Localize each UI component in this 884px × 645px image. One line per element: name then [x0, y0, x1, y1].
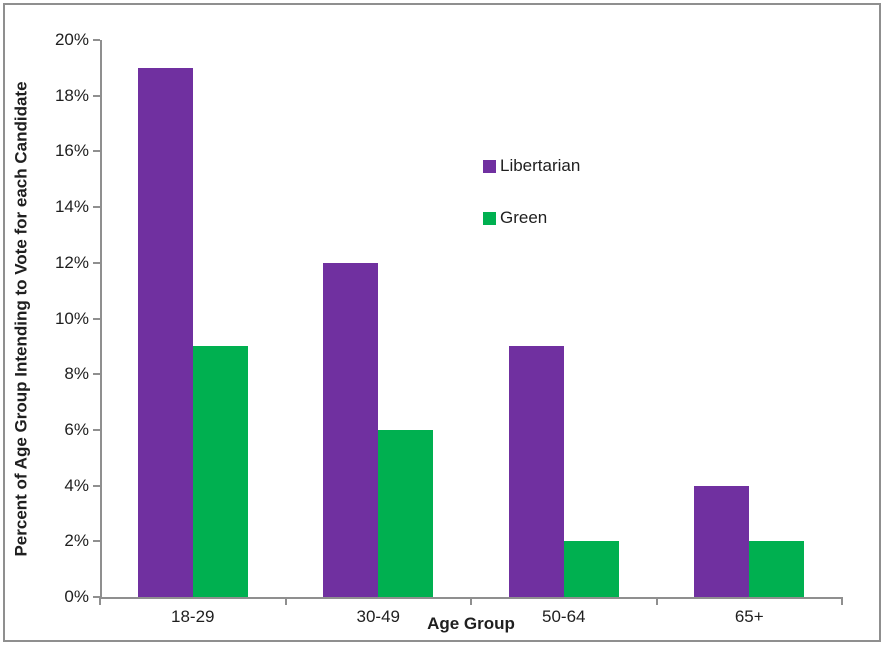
legend-item-libertarian: Libertarian [483, 155, 580, 177]
bar-green-30-49 [378, 429, 434, 597]
y-tick-label: 18% [54, 85, 89, 105]
y-axis-tick [93, 596, 100, 598]
legend-label-libertarian: Libertarian [500, 156, 581, 175]
y-axis-tick [93, 150, 100, 153]
y-axis-tick [93, 94, 100, 97]
legend-swatch-green [483, 211, 496, 225]
y-axis-tick [93, 261, 100, 264]
y-tick-label: 8% [64, 364, 89, 384]
bar-green-18-29 [192, 346, 248, 597]
bar-libertarian-18-29 [137, 67, 193, 597]
y-axis-tick [93, 428, 100, 431]
y-tick-label: 0% [64, 587, 89, 606]
y-tick-label: 12% [54, 252, 89, 272]
y-axis-tick [93, 206, 100, 209]
y-axis-tick [93, 484, 100, 487]
legend-item-green: Green [483, 207, 547, 229]
x-axis-tick [841, 597, 843, 605]
y-tick-label: 4% [64, 475, 89, 495]
y-axis-tick [93, 39, 100, 41]
x-axis-title: Age Group [427, 614, 515, 633]
x-tick-label: 50-64 [542, 607, 586, 626]
legend-label-green: Green [500, 208, 548, 227]
y-tick-label: 16% [54, 141, 89, 161]
bar-green-50-64 [563, 541, 619, 597]
y-axis-tick [93, 540, 100, 543]
bar-libertarian-50-64 [508, 346, 564, 597]
x-axis-tick [284, 597, 287, 605]
y-axis-tick [93, 373, 100, 376]
bar-libertarian-30-49 [323, 262, 379, 597]
y-axis-tick [93, 317, 100, 320]
bar-libertarian-65+ [694, 485, 750, 597]
bar-green-65+ [749, 541, 805, 597]
x-tick-label: 30-49 [356, 607, 400, 626]
y-tick-label: 10% [54, 308, 89, 328]
x-axis-tick [470, 597, 472, 605]
y-tick-label: 6% [64, 419, 89, 439]
legend-swatch-libertarian [483, 159, 496, 173]
y-tick-label: 2% [64, 531, 89, 551]
x-axis-tick [99, 597, 101, 605]
x-tick-label: 18-29 [171, 607, 215, 626]
x-axis-tick [655, 597, 658, 605]
y-axis-line [100, 40, 102, 599]
x-tick-label: 65+ [734, 607, 764, 626]
y-tick-label: 14% [54, 197, 89, 217]
y-tick-label: 20% [54, 30, 89, 49]
